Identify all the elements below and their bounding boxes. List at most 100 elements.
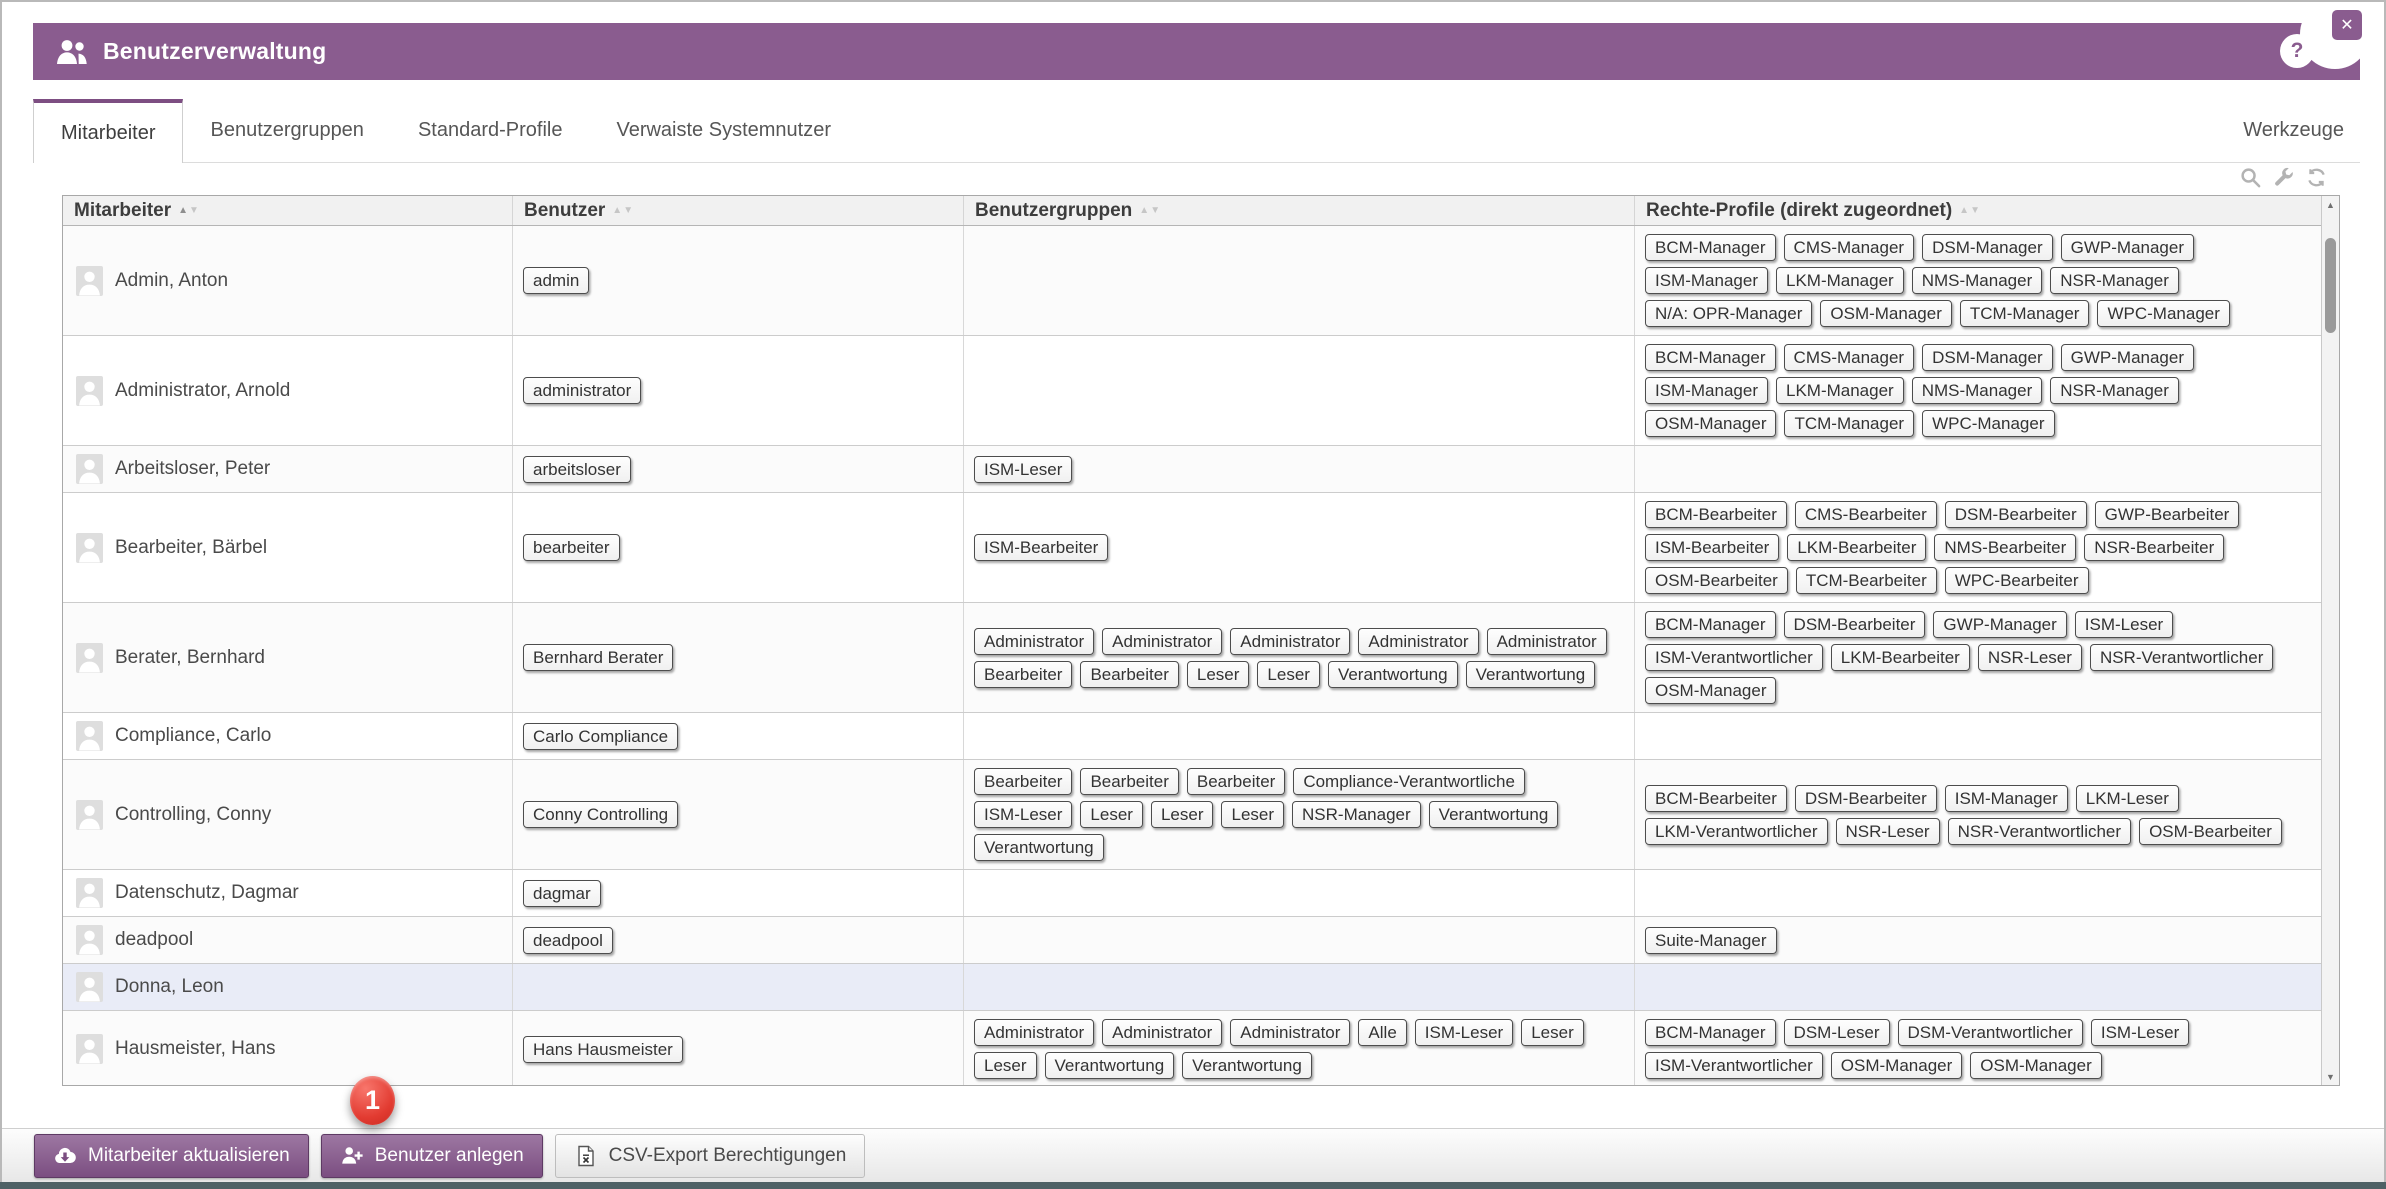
username-chip: administrator xyxy=(523,377,642,404)
scroll-down-arrow-icon[interactable]: ▼ xyxy=(2326,1071,2335,1082)
avatar xyxy=(76,265,103,296)
usergroups-cell: ISM-Bearbeiter xyxy=(964,493,1635,602)
username-cell: administrator xyxy=(513,336,964,445)
table-row-datenschutz-dagmar[interactable]: Datenschutz, Dagmar dagmar xyxy=(63,870,2339,917)
profile-chip: NSR-Verantwortlicher xyxy=(1947,817,2132,845)
column-header-benutzergruppen[interactable]: Benutzergruppen ▲▼ xyxy=(964,196,1635,225)
profile-chip: WPC-Manager xyxy=(2097,300,2230,327)
group-chip: Administrator xyxy=(1102,627,1223,655)
user-table: Mitarbeiter ▲▼ Benutzer ▲▼ Benutzergruppen ▲▼… xyxy=(62,195,2340,1086)
profile-chip: DSM-Bearbeiter xyxy=(1944,501,2087,528)
username-chip: Hans Hausmeister xyxy=(523,1035,683,1063)
profile-chip: NSR-Bearbeiter xyxy=(2084,534,2225,561)
sort-arrows-icon: ▲▼ xyxy=(612,205,635,216)
button-label: Benutzer anlegen xyxy=(374,1145,524,1166)
column-header-benutzer[interactable]: Benutzer ▲▼ xyxy=(513,196,964,225)
mitarbeiter-aktualisieren-button[interactable]: Mitarbeiter aktualisieren xyxy=(34,1134,309,1178)
avatar xyxy=(76,925,103,955)
employee-cell: Hausmeister, Hans xyxy=(63,1011,513,1085)
profile-chip: GWP-Manager xyxy=(1933,611,2067,638)
usergroups-cell: Administrator Administrator Administrator A… xyxy=(964,1011,1635,1085)
column-header-mitarbeiter[interactable]: Mitarbeiter ▲▼ xyxy=(63,196,513,225)
rights-profiles-cell xyxy=(1635,870,2339,916)
tab-bar-tabs: Mitarbeiter Benutzergruppen Standard-Profi… xyxy=(33,99,858,163)
scroll-up-arrow-icon[interactable]: ▲ xyxy=(2326,199,2335,210)
profile-chip: ISM-Manager xyxy=(1645,377,1768,404)
tab-benutzergruppen[interactable]: Benutzergruppen xyxy=(210,119,364,141)
group-chip: Administrator xyxy=(1230,1019,1351,1046)
tools-link[interactable]: Werkzeuge xyxy=(2243,119,2344,141)
table-row-berater-bernhard[interactable]: Berater, Bernhard Bernhard Berater Adminis… xyxy=(63,603,2339,713)
page-title: Benutzerverwaltung xyxy=(103,38,327,64)
table-body: Admin, Anton admin BCM-Manager CMS-Manager D… xyxy=(63,226,2339,1085)
vertical-scrollbar[interactable]: ▲ ▼ xyxy=(2321,196,2339,1085)
profile-chip: NSR-Manager xyxy=(2050,377,2179,404)
profile-chip: GWP-Manager xyxy=(2060,234,2195,261)
profile-chip: NSR-Leser xyxy=(1835,817,1940,845)
profile-chip: DSM-Bearbeiter xyxy=(1783,611,1926,638)
profile-chip: CMS-Bearbeiter xyxy=(1794,501,1937,528)
refresh-icon[interactable] xyxy=(2305,166,2328,189)
button-label: CSV-Export Berechtigungen xyxy=(608,1145,847,1166)
profile-chip: NSR-Verantwortlicher xyxy=(2089,644,2274,671)
search-icon[interactable] xyxy=(2239,166,2262,189)
profile-chip: GWP-Manager xyxy=(2060,344,2195,371)
table-row-donna-leon[interactable]: Donna, Leon xyxy=(63,964,2339,1011)
tab-verwaiste-systemnutzer[interactable]: Verwaiste Systemnutzer xyxy=(616,119,831,141)
profile-chip: LKM-Leser xyxy=(2075,784,2179,812)
profile-chip: Suite-Manager xyxy=(1645,926,1777,954)
group-chip: Bearbeiter xyxy=(974,660,1073,688)
username-cell: dagmar xyxy=(513,870,964,916)
wrench-icon[interactable] xyxy=(2272,166,2295,189)
profile-chip: NSR-Manager xyxy=(2050,267,2179,294)
table-row-compliance-carlo[interactable]: Compliance, Carlo Carlo Compliance xyxy=(63,713,2339,760)
usergroups-cell xyxy=(964,964,1635,1010)
table-row-hausmeister-hans[interactable]: Hausmeister, Hans Hans Hausmeister Adminis… xyxy=(63,1011,2339,1085)
tab-mitarbeiter[interactable]: Mitarbeiter xyxy=(33,99,184,163)
csv-export-berechtigungen-button[interactable]: CSV-Export Berechtigungen xyxy=(554,1134,866,1178)
table-row-bearbeiter-bärbel[interactable]: Bearbeiter, Bärbel bearbeiter ISM-Bearbeit… xyxy=(63,493,2339,603)
table-row-admin-anton[interactable]: Admin, Anton admin BCM-Manager CMS-Manager D… xyxy=(63,226,2339,336)
rights-profiles-cell: BCM-Bearbeiter CMS-Bearbeiter DSM-Bearbeit… xyxy=(1635,493,2339,602)
username-chip: Bernhard Berater xyxy=(523,644,674,671)
table-row-deadpool[interactable]: deadpool deadpool Suite-Manager xyxy=(63,917,2339,964)
username-cell: deadpool xyxy=(513,917,964,963)
profile-chip: BCM-Manager xyxy=(1645,344,1776,371)
tab-standard-profile[interactable]: Standard-Profile xyxy=(417,119,563,141)
employee-name: Datenschutz, Dagmar xyxy=(115,882,299,903)
username-chip: admin xyxy=(523,267,590,294)
footer-bar: Mitarbeiter aktualisieren Benutzer anlege… xyxy=(0,1128,2386,1183)
rights-profiles-cell: Suite-Manager xyxy=(1635,917,2339,963)
usergroups-cell xyxy=(964,713,1635,759)
username-chip: Carlo Compliance xyxy=(523,722,679,750)
profile-chip: DSM-Manager xyxy=(1922,234,2053,261)
profile-chip: BCM-Manager xyxy=(1645,1019,1776,1046)
employee-cell: Berater, Bernhard xyxy=(63,603,513,712)
table-row-arbeitsloser-peter[interactable]: Arbeitsloser, Peter arbeitsloser ISM-Leser xyxy=(63,446,2339,493)
username-chip: Conny Controlling xyxy=(523,801,679,828)
avatar xyxy=(76,454,103,484)
group-chip: NSR-Manager xyxy=(1292,801,1421,828)
username-cell: Carlo Compliance xyxy=(513,713,964,759)
employee-name: Hausmeister, Hans xyxy=(115,1038,276,1059)
rights-profiles-cell xyxy=(1635,446,2339,492)
scrollbar-thumb[interactable] xyxy=(2325,238,2336,333)
benutzer-anlegen-button[interactable]: Benutzer anlegen xyxy=(320,1134,543,1178)
table-row-administrator-arnold[interactable]: Administrator, Arnold administrator BCM-Ma… xyxy=(63,336,2339,446)
csv-file-icon xyxy=(574,1144,598,1168)
table-row-controlling-conny[interactable]: Controlling, Conny Conny Controlling Bearb… xyxy=(63,760,2339,870)
username-cell: Bernhard Berater xyxy=(513,603,964,712)
profile-chip: TCM-Manager xyxy=(1784,410,1915,437)
employee-name: Arbeitsloser, Peter xyxy=(115,458,271,479)
profile-chip: OSM-Manager xyxy=(1970,1052,2102,1079)
profile-chip: ISM-Manager xyxy=(1645,267,1768,294)
group-chip: Leser xyxy=(1150,801,1214,828)
column-header-rechte-profile-direkt-zugeordnet[interactable]: Rechte-Profile (direkt zugeordnet) ▲▼ xyxy=(1635,196,2339,225)
sort-arrows-icon: ▲▼ xyxy=(1959,205,1981,216)
group-chip: Administrator xyxy=(974,627,1095,655)
profile-chip: ISM-Verantwortlicher xyxy=(1645,1052,1823,1079)
group-chip: ISM-Leser xyxy=(1414,1019,1514,1046)
profile-chip: DSM-Manager xyxy=(1922,344,2053,371)
close-button[interactable]: ✕ xyxy=(2330,8,2364,42)
profile-chip: CMS-Manager xyxy=(1783,234,1915,261)
